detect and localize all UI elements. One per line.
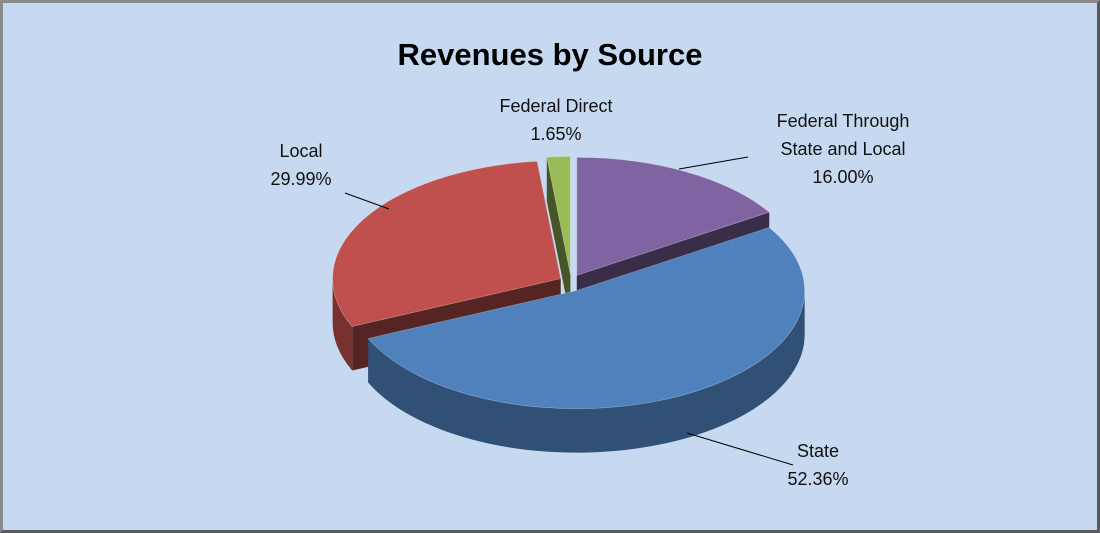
value-label: 29.99% <box>270 169 332 189</box>
value-label: 1.65% <box>530 124 582 144</box>
leader-line <box>344 192 390 210</box>
leader-line <box>686 432 794 466</box>
data-label: Local 29.99% <box>201 137 401 193</box>
slice <box>546 155 571 275</box>
category-label: State <box>796 441 840 461</box>
data-label: Federal Direct 1.65% <box>456 92 656 148</box>
chart-title: Revenues by Source <box>397 37 703 72</box>
category-label: Local <box>279 141 323 161</box>
category-label: Federal Direct <box>499 96 613 116</box>
data-label: State 52.36% <box>718 437 918 493</box>
slice-face <box>546 156 571 319</box>
data-label: Federal Through State and Local 16.00% <box>756 107 931 191</box>
plot <box>332 155 806 466</box>
slice-side <box>332 278 353 371</box>
slice-side <box>368 290 805 453</box>
slice-tops <box>332 155 806 410</box>
slice <box>576 156 771 276</box>
slice-walls <box>332 278 805 453</box>
slice <box>332 160 562 327</box>
slice <box>367 226 806 410</box>
category-label: Federal Through State and Local <box>776 111 910 159</box>
value-label: 52.36% <box>787 469 849 489</box>
value-label: 16.00% <box>812 167 874 187</box>
leader-line <box>678 156 749 170</box>
